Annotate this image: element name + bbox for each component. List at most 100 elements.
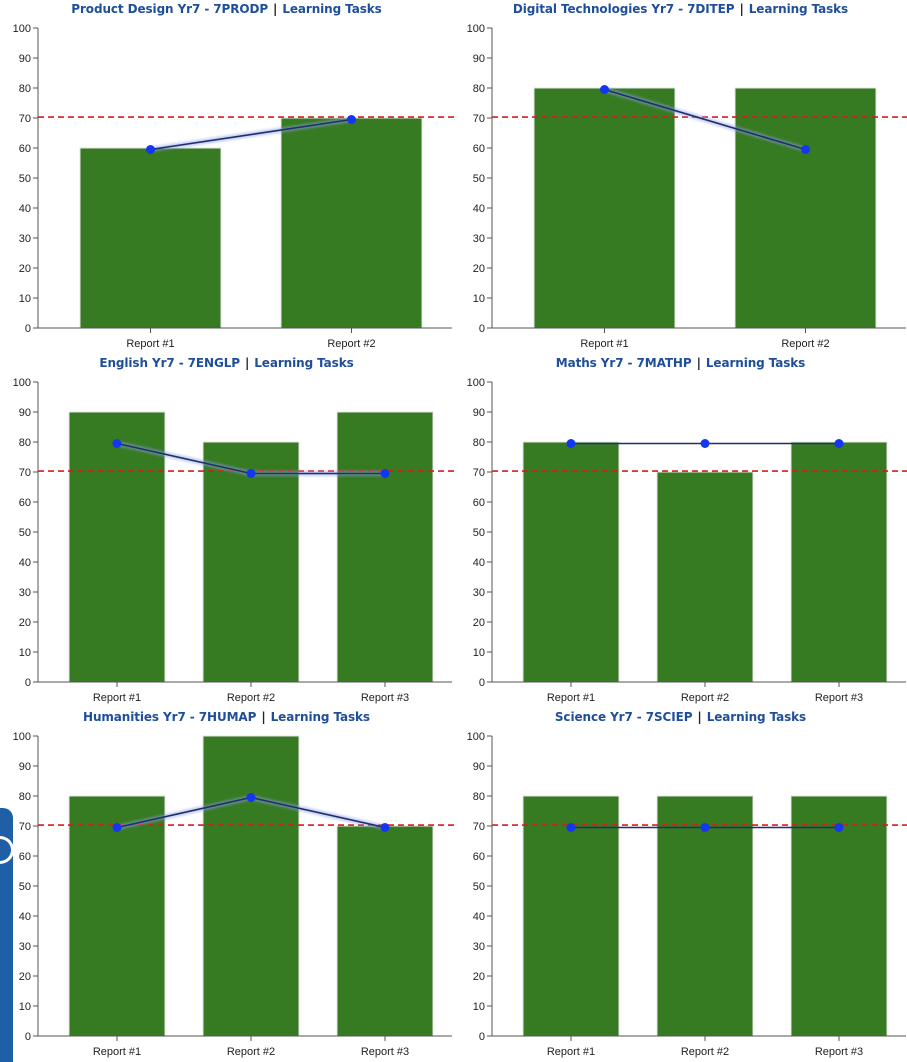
y-tick-label: 40 xyxy=(473,911,485,923)
y-tick-label: 90 xyxy=(473,761,485,773)
x-category-label: Report #2 xyxy=(227,1046,275,1058)
series-point xyxy=(834,439,844,448)
y-tick-label: 80 xyxy=(473,791,485,803)
x-category-label: Report #3 xyxy=(361,1046,409,1058)
chart-bar xyxy=(202,441,300,683)
y-tick-label: 40 xyxy=(19,557,31,569)
y-tick-label: 70 xyxy=(19,467,31,479)
learning-tasks-link[interactable]: Learning Tasks xyxy=(748,2,849,16)
y-tick-label: 20 xyxy=(473,617,485,629)
x-category-label: Report #3 xyxy=(815,692,863,704)
y-tick-label: 70 xyxy=(473,821,485,833)
series-point xyxy=(700,439,710,448)
learning-tasks-link[interactable]: Learning Tasks xyxy=(282,2,382,16)
chart-bar xyxy=(336,825,434,1037)
chart-svg: 0 10 20 30 40 50 60 70 80 90 100 Report #1 Report #2… xyxy=(467,731,907,1058)
chart-panel-maths: Maths Yr7 - 7MATHP | Learning Tasks 0 10 20 3… xyxy=(454,354,907,708)
chart-bar xyxy=(790,441,888,683)
y-tick-label: 100 xyxy=(467,23,485,35)
chart-title-subject: Humanities Yr7 - 7HUMAP xyxy=(83,710,257,724)
y-tick-label: 30 xyxy=(473,941,485,953)
chart-bar xyxy=(522,795,620,1037)
chart-panel-product-design: Product Design Yr7 - 7PRODP | Learning Tas… xyxy=(0,0,455,354)
chart-bar xyxy=(734,87,877,329)
x-category-label: Report #2 xyxy=(781,338,829,350)
chart-bar xyxy=(202,735,300,1037)
page-edge-decoration xyxy=(0,808,14,1062)
series-point xyxy=(380,823,390,832)
chart-svg: 0 10 20 30 40 50 60 70 80 90 100 Report #1 Report #2… xyxy=(13,377,455,704)
chart-title: Digital Technologies Yr7 - 7DITEP | Learni… xyxy=(454,2,907,16)
y-tick-label: 70 xyxy=(19,113,31,125)
chart-title: English Yr7 - 7ENGLP | Learning Tasks xyxy=(0,356,453,370)
y-tick-label: 0 xyxy=(479,323,485,335)
x-category-label: Report #3 xyxy=(815,1046,863,1058)
chart-title-subject: Maths Yr7 - 7MATHP xyxy=(555,356,692,370)
series-point xyxy=(801,145,810,154)
y-tick-label: 50 xyxy=(19,881,31,893)
chart-title: Science Yr7 - 7SCIEP | Learning Tasks xyxy=(454,710,907,724)
chart-panel-humanities: Humanities Yr7 - 7HUMAP | Learning Tasks 0… xyxy=(0,708,455,1062)
x-category-label: Report #1 xyxy=(580,338,628,350)
learning-tasks-link[interactable]: Learning Tasks xyxy=(270,710,370,724)
series-point xyxy=(112,439,122,448)
y-tick-label: 90 xyxy=(19,407,31,419)
chart-bar xyxy=(280,117,423,329)
y-tick-label: 50 xyxy=(19,173,31,185)
y-tick-label: 0 xyxy=(25,323,31,335)
series-point xyxy=(146,145,155,154)
chart-title-subject: Science Yr7 - 7SCIEP xyxy=(554,710,693,724)
y-tick-label: 0 xyxy=(25,1031,31,1043)
y-tick-label: 10 xyxy=(473,293,485,305)
chart-bar xyxy=(522,441,620,683)
x-category-label: Report #2 xyxy=(227,692,275,704)
y-tick-label: 60 xyxy=(473,851,485,863)
x-category-label: Report #2 xyxy=(681,1046,729,1058)
y-tick-label: 90 xyxy=(473,53,485,65)
chart-title: Product Design Yr7 - 7PRODP | Learning Tas… xyxy=(0,2,453,16)
y-tick-label: 70 xyxy=(473,467,485,479)
y-tick-label: 0 xyxy=(479,1031,485,1043)
y-tick-label: 10 xyxy=(19,1001,31,1013)
y-tick-label: 100 xyxy=(467,731,485,743)
y-tick-label: 100 xyxy=(467,377,485,389)
y-tick-label: 20 xyxy=(19,971,31,983)
x-category-label: Report #3 xyxy=(361,692,409,704)
learning-tasks-link[interactable]: Learning Tasks xyxy=(706,710,807,724)
learning-tasks-link[interactable]: Learning Tasks xyxy=(254,356,354,370)
chart-title-subject: English Yr7 - 7ENGLP xyxy=(99,356,240,370)
y-tick-label: 60 xyxy=(19,851,31,863)
y-tick-label: 60 xyxy=(19,497,31,509)
y-tick-label: 100 xyxy=(13,731,31,743)
y-tick-label: 0 xyxy=(25,677,31,689)
y-tick-label: 40 xyxy=(19,911,31,923)
chart-svg: 0 10 20 30 40 50 60 70 80 90 100 Report #1 Report #2 xyxy=(13,23,455,350)
chart-svg: 0 10 20 30 40 50 60 70 80 90 100 Report #1 Report #2 xyxy=(467,23,907,350)
y-tick-label: 40 xyxy=(19,203,31,215)
series-point xyxy=(380,469,390,478)
y-tick-label: 40 xyxy=(473,203,485,215)
y-tick-label: 70 xyxy=(473,113,485,125)
y-tick-label: 10 xyxy=(19,647,31,659)
y-tick-label: 60 xyxy=(473,143,485,155)
y-tick-label: 90 xyxy=(473,407,485,419)
y-tick-label: 70 xyxy=(19,821,31,833)
chart-panel-english: English Yr7 - 7ENGLP | Learning Tasks 0 10 2… xyxy=(0,354,455,708)
y-tick-label: 30 xyxy=(473,587,485,599)
y-tick-label: 80 xyxy=(19,83,31,95)
y-tick-label: 20 xyxy=(473,263,485,275)
y-tick-label: 60 xyxy=(473,497,485,509)
x-category-label: Report #1 xyxy=(93,692,141,704)
series-point xyxy=(600,85,609,94)
x-category-label: Report #1 xyxy=(547,692,595,704)
learning-tasks-link[interactable]: Learning Tasks xyxy=(705,356,806,370)
series-line xyxy=(150,118,352,151)
series-point xyxy=(566,823,576,832)
chart-bar xyxy=(68,411,166,683)
chart-bar xyxy=(68,795,166,1037)
y-tick-label: 50 xyxy=(473,527,485,539)
chart-panel-digital-technologies: Digital Technologies Yr7 - 7DITEP | Learni… xyxy=(454,0,907,354)
y-tick-label: 30 xyxy=(19,587,31,599)
series-line xyxy=(604,88,806,151)
chart-svg: 0 10 20 30 40 50 60 70 80 90 100 Report #1 Report #2… xyxy=(13,731,455,1058)
